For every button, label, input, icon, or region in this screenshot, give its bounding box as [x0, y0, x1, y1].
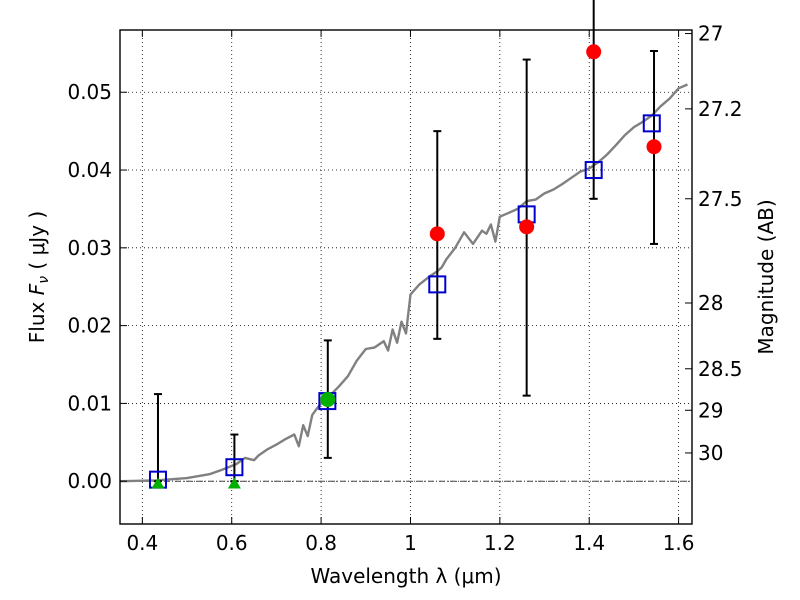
- y-axis-label-subscript: ν: [36, 276, 52, 284]
- measured-flux-point: [586, 44, 602, 60]
- y2-tick-label: 30: [698, 441, 723, 465]
- x-tick-label: 1.2: [484, 531, 516, 555]
- model-photometry-square: [225, 458, 244, 477]
- x-tick-label: 0.8: [305, 531, 337, 555]
- y-axis-label-lead: Flux: [25, 295, 49, 343]
- y-tick-label: 0.03: [67, 236, 112, 260]
- model-photometry-square: [584, 161, 603, 180]
- measured-flux-point: [320, 392, 336, 408]
- plot-frame: [119, 29, 693, 525]
- measured-flux-point: [646, 139, 662, 155]
- measured-flux-point: [519, 219, 535, 235]
- axis-ticks: 0.4 0.6 0.8 1 1.2 1.4 1.6 0.00 0.01 0.02 0.03 0.04 0…: [67, 22, 742, 555]
- y2-tick-label: 27.2: [698, 97, 743, 121]
- y-tick-label: 0.05: [67, 80, 112, 104]
- y2-tick-label: 29: [698, 398, 723, 422]
- model-photometry-square: [642, 114, 661, 133]
- x-tick-label: 1.6: [663, 531, 695, 555]
- upper-limit-triangle: [151, 477, 165, 489]
- x-tick-label: 0.6: [216, 531, 248, 555]
- model-photometry-square: [428, 275, 447, 294]
- y2-tick-label: 28.5: [698, 357, 743, 381]
- x-tick-label: 1: [404, 531, 417, 555]
- x-axis-label: Wavelength λ (μm): [310, 564, 501, 588]
- measured-flux-point: [429, 226, 445, 242]
- y-tick-label: 0.02: [67, 314, 112, 338]
- y2-tick-label: 28: [698, 291, 723, 315]
- upper-limit-triangle: [227, 477, 241, 489]
- y2-tick-label: 27.5: [698, 187, 743, 211]
- x-tick-label: 0.4: [126, 531, 158, 555]
- plot-area: [119, 0, 688, 489]
- y-axis-label: Flux Fν ( μJy ): [25, 211, 52, 343]
- y2-axis-label: Magnitude (AB): [754, 199, 778, 354]
- y-tick-label: 0.04: [67, 158, 112, 182]
- y-tick-label: 0.00: [67, 469, 112, 493]
- y2-tick-label: 27: [698, 22, 723, 46]
- y-axis-label-unit: ( μJy ): [25, 211, 49, 276]
- grid: [120, 30, 692, 524]
- model-sed-line: [119, 83, 688, 483]
- y-axis-label-symbol: F: [25, 283, 49, 295]
- x-tick-label: 1.4: [573, 531, 605, 555]
- y-tick-label: 0.01: [67, 391, 112, 415]
